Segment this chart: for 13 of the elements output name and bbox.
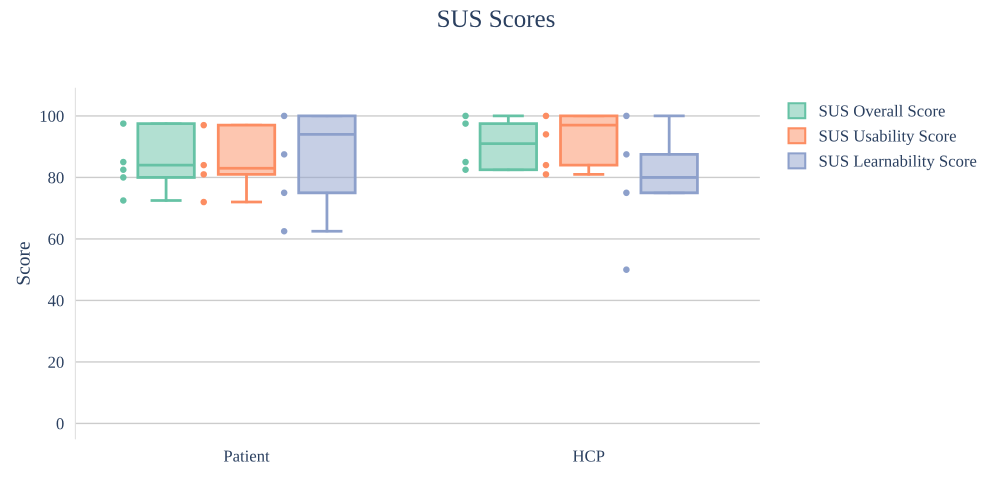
- y-axis-title: Score: [16, 242, 30, 284]
- y-tick-label: 100: [40, 110, 64, 122]
- chart-title: SUS Scores: [438, 10, 554, 28]
- y-tick-label: 80: [48, 172, 64, 184]
- legend-label: SUS Overall Score: [820, 104, 945, 117]
- y-tick-label: 20: [48, 356, 64, 368]
- y-tick-label: 40: [48, 295, 64, 306]
- legend-label: SUS Learnability Score: [820, 154, 976, 170]
- x-tick-label: HCP: [573, 450, 604, 462]
- legend-label: SUS Usability Score: [820, 130, 956, 146]
- y-tick-label: 60: [48, 234, 64, 245]
- x-tick-label: Patient: [224, 450, 270, 462]
- y-tick-label: 0: [56, 418, 64, 430]
